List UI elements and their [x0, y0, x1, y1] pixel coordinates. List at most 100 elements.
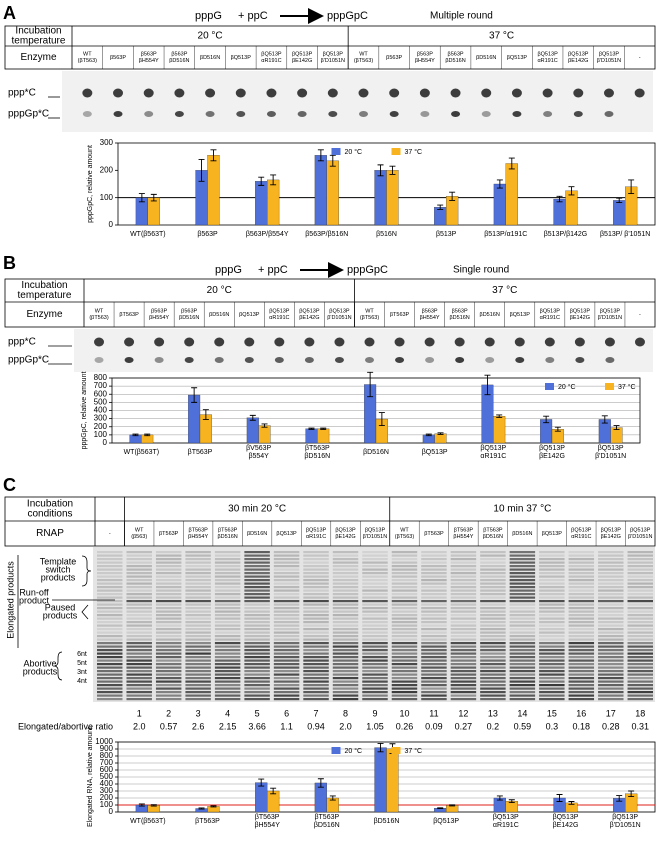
gel-spot	[514, 337, 525, 347]
lane-label: β563P	[171, 52, 187, 58]
gel-band	[214, 558, 241, 561]
gel-band	[539, 663, 565, 666]
gel-spot	[266, 111, 276, 117]
legend-swatch	[331, 148, 341, 155]
gel-band	[332, 635, 359, 638]
gel-band	[421, 663, 447, 666]
gel-band	[627, 596, 653, 599]
gel-band	[450, 558, 477, 561]
gel-band	[450, 572, 477, 575]
gel-band	[627, 691, 653, 694]
ratio-value: 0.2	[487, 721, 500, 731]
lane-number: 14	[517, 708, 527, 718]
gel-spot	[297, 111, 307, 117]
gel-band	[185, 638, 211, 641]
gel-band	[450, 677, 477, 680]
lane-label: βD516N	[483, 534, 503, 540]
gel-band	[539, 631, 565, 634]
gel-band	[509, 593, 536, 596]
gel-band	[332, 582, 359, 585]
gel-band	[214, 691, 241, 694]
ratio-value: 0.28	[602, 721, 620, 731]
gel-band	[97, 645, 123, 648]
gel-band	[421, 659, 447, 662]
lane-label: β563P	[110, 55, 126, 61]
bar	[434, 207, 447, 226]
gel-band	[332, 568, 359, 571]
lane-label: βQ513P	[306, 528, 327, 534]
gel-band	[155, 631, 182, 634]
gel-band	[332, 698, 359, 701]
gel-band	[126, 551, 152, 554]
ratio-value: 0.27	[455, 721, 473, 731]
lane-label: β'D1051N	[321, 58, 345, 64]
gel-band	[185, 687, 211, 690]
gel-band	[450, 638, 477, 641]
gel-band	[332, 687, 359, 690]
gel-spot	[244, 357, 254, 363]
lane-label: βD516N	[450, 315, 470, 321]
gel-band	[539, 638, 565, 641]
gel-band	[421, 610, 447, 613]
gel-band	[598, 666, 624, 669]
gel-band	[480, 645, 506, 648]
gel-band	[391, 649, 418, 652]
gel-band	[185, 568, 211, 571]
product-label: product	[19, 595, 50, 605]
gel-band	[244, 663, 270, 666]
lane-label: WT	[83, 52, 92, 58]
legend-swatch	[545, 383, 554, 390]
legend-swatch	[331, 747, 341, 754]
gel-band	[421, 631, 447, 634]
gel-band	[97, 635, 123, 638]
x-tick-label: αR191C	[493, 822, 519, 829]
gel-band	[214, 677, 241, 680]
x-tick-label: βQ513P	[539, 445, 565, 452]
gel-band	[214, 551, 241, 554]
gel-band	[155, 666, 182, 669]
gel-band	[362, 635, 388, 638]
gel-band	[362, 680, 388, 683]
gel-band	[362, 582, 388, 585]
gel-band	[97, 652, 123, 655]
gel-band	[332, 652, 359, 655]
error-bar	[138, 803, 145, 807]
gel-spot	[484, 337, 495, 347]
gel-band	[126, 617, 152, 620]
lane-number: 1	[137, 708, 142, 718]
gel-band	[97, 684, 123, 687]
gel-spot	[174, 111, 184, 117]
x-tick-label: βD516N	[363, 449, 389, 456]
gel-band	[598, 565, 624, 568]
error-bar	[329, 795, 336, 801]
error-bar	[377, 742, 384, 753]
y-tick-label: 900	[100, 744, 114, 753]
error-bar	[258, 778, 265, 787]
gel-band	[362, 593, 388, 596]
gel-band	[627, 579, 653, 582]
legend-label: 20 °C	[558, 383, 576, 391]
gel-band	[214, 624, 241, 627]
gel-band	[185, 635, 211, 638]
gel-band	[598, 593, 624, 596]
gel-band	[97, 687, 123, 690]
gel-band	[303, 687, 329, 690]
gel-band	[97, 656, 123, 659]
gel-band	[509, 628, 536, 631]
gel-band	[391, 568, 418, 571]
condition-header: 20 °C	[207, 285, 232, 296]
gel-band	[273, 579, 300, 582]
gel-band	[244, 635, 270, 638]
lane-label: αR191C	[571, 534, 591, 540]
gel-band	[598, 673, 624, 676]
bar	[246, 417, 259, 444]
gel-band	[214, 575, 241, 578]
gel-band	[598, 631, 624, 634]
lane-label: βQ513P	[269, 309, 290, 315]
gel-band	[214, 694, 241, 697]
x-tick-label: β516N	[376, 231, 397, 238]
x-tick-label: β513P/β142G	[544, 231, 587, 238]
lane-label: βT563P	[188, 528, 208, 534]
gel-band	[568, 614, 595, 617]
gel-band	[568, 663, 595, 666]
